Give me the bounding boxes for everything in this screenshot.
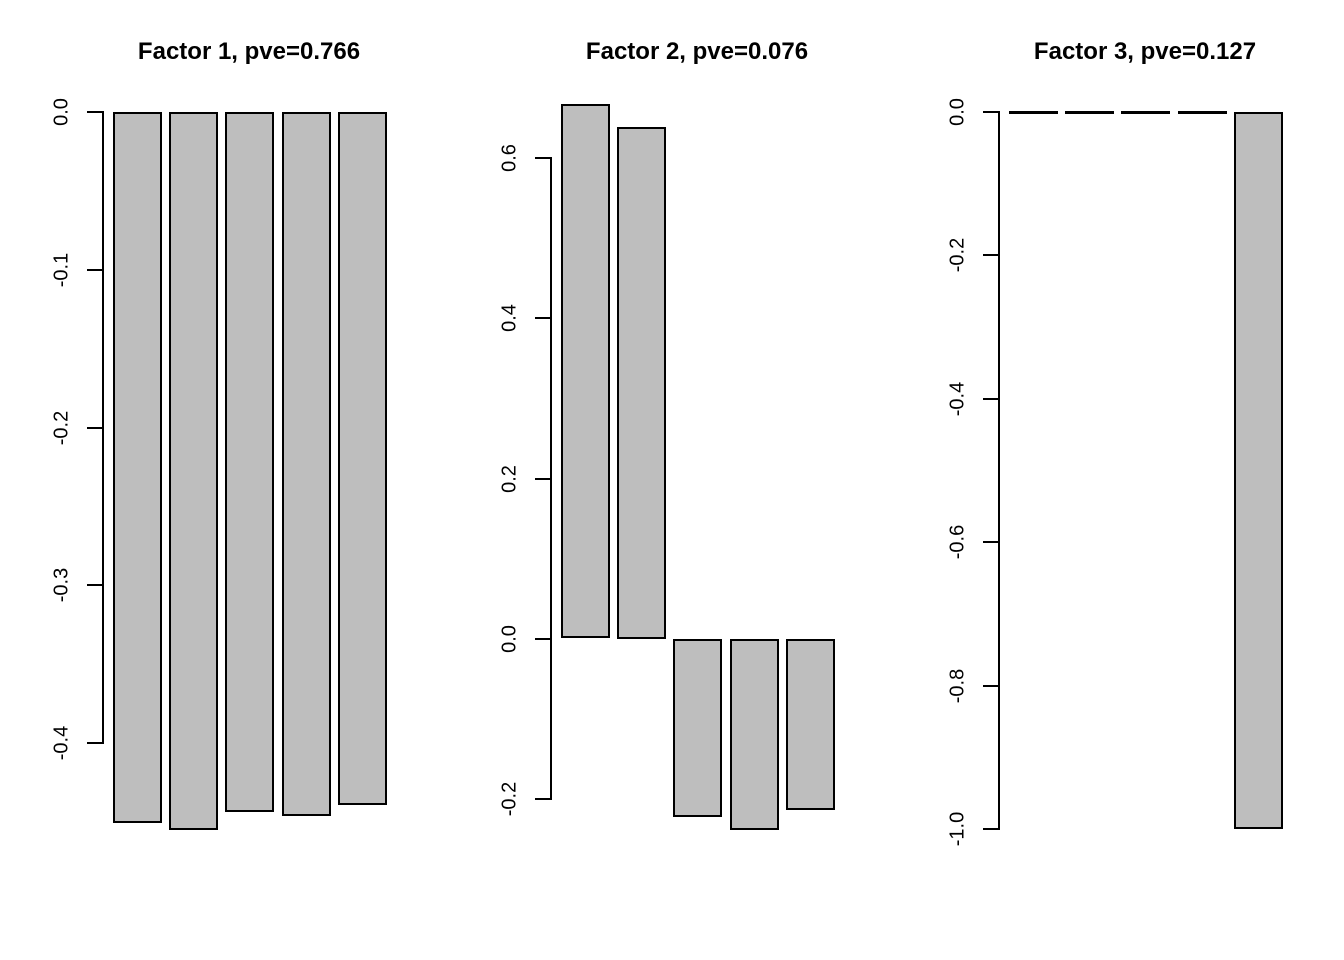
y-axis-tick [535,478,550,480]
bar-zero-value [1009,111,1058,114]
y-axis-tick-label: 0.0 [50,98,73,126]
y-axis-tick [983,111,998,113]
bar [1234,112,1283,829]
y-axis-tick-label: 0.0 [946,98,969,126]
bar [617,127,666,639]
y-axis-tick [87,584,102,586]
y-axis-tick-label: -0.6 [946,524,969,560]
y-axis-tick [983,398,998,400]
y-axis-tick [87,111,102,113]
bar [730,639,779,830]
y-axis-tick-label: -0.2 [50,410,73,446]
chart-panel-factor-1: Factor 1, pve=0.766 0.0 -0.1 -0.2 -0.3 -0.4 [0,0,448,960]
y-axis-tick-label: -0.4 [946,381,969,417]
panel-title-factor-2: Factor 2, pve=0.076 [585,38,809,65]
y-axis-tick [983,828,998,830]
y-axis-tick [983,685,998,687]
y-axis-line [102,111,104,744]
y-axis-tick-label: -0.8 [946,668,969,704]
y-axis-tick-label: -0.2 [498,781,521,817]
panel-title-factor-3: Factor 3, pve=0.127 [1033,38,1257,65]
y-axis-tick [983,254,998,256]
y-axis-tick-label: 0.2 [498,465,521,493]
bar [673,639,722,817]
bar-zero-value [1065,111,1114,114]
y-axis-tick [87,742,102,744]
bar-zero-value [1121,111,1170,114]
bar-zero-value [1178,111,1227,114]
y-axis-tick [87,427,102,429]
bar [225,112,274,812]
bar [561,104,610,638]
bar [786,639,835,810]
chart-panel-factor-3: Factor 3, pve=0.127 0.0 -0.2 -0.4 -0.6 -0.8 -… [896,0,1344,960]
y-axis-tick [535,157,550,159]
y-axis-line [998,111,1000,830]
y-axis-tick-label: -0.1 [50,252,73,288]
bar [338,112,387,805]
chart-panel-factor-2: Factor 2, pve=0.076 0.6 0.4 0.2 0.0 -0.2 [448,0,896,960]
y-axis-tick [87,269,102,271]
y-axis-tick-label: -0.3 [50,567,73,603]
y-axis-line [550,157,552,800]
bar [282,112,331,816]
y-axis-tick-label: -1.0 [946,811,969,847]
bar [169,112,218,830]
y-axis-tick [535,317,550,319]
y-axis-tick-label: -0.2 [946,237,969,273]
y-axis-tick-label: 0.0 [498,625,521,653]
y-axis-tick [983,541,998,543]
panel-title-factor-1: Factor 1, pve=0.766 [137,38,361,65]
y-axis-tick-label: -0.4 [50,725,73,761]
y-axis-tick-label: 0.4 [498,304,521,332]
y-axis-tick [535,638,550,640]
bar [113,112,162,823]
y-axis-tick-label: 0.6 [498,144,521,172]
y-axis-tick [535,798,550,800]
